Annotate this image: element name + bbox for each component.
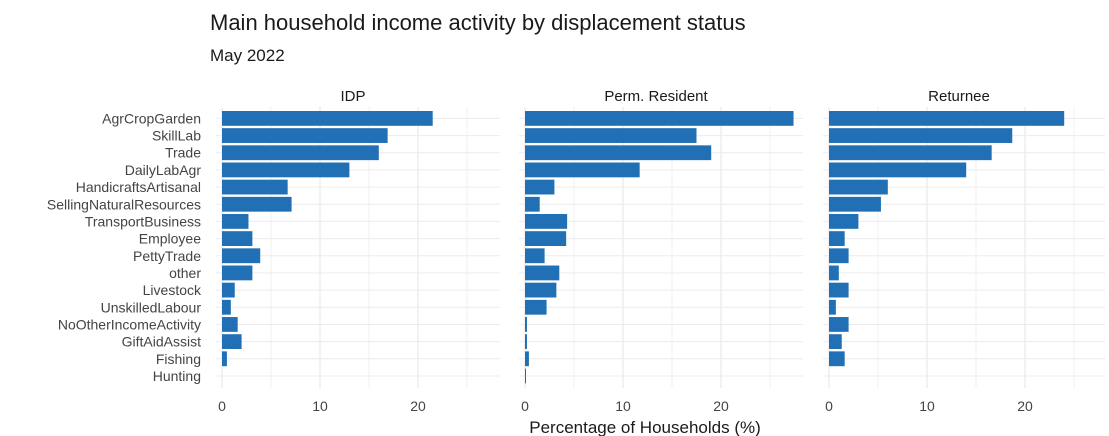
bar	[525, 145, 712, 161]
x-tick-label: 20	[713, 398, 729, 414]
bar	[829, 214, 859, 229]
bar	[222, 145, 379, 161]
bar	[222, 282, 235, 298]
bar	[222, 179, 288, 195]
bar	[525, 334, 527, 350]
bar	[829, 196, 881, 212]
category-label: HandicraftsArtisanal	[76, 179, 201, 195]
bar	[829, 248, 849, 264]
bar	[222, 111, 433, 126]
x-axis-title: Percentage of Households (%)	[529, 418, 761, 436]
bar	[525, 214, 568, 229]
category-label: GiftAidAssist	[122, 334, 201, 350]
bar	[525, 248, 545, 264]
bar	[829, 265, 839, 281]
bar	[222, 317, 238, 332]
bar	[222, 299, 231, 315]
category-label: DailyLabAgr	[125, 162, 202, 178]
category-label: other	[169, 265, 201, 281]
bar	[829, 179, 888, 195]
x-tick-label: 20	[410, 398, 426, 414]
facet-label: Returnee	[928, 88, 990, 105]
bar	[525, 317, 527, 332]
category-label: UnskilledLabour	[101, 299, 202, 315]
bar	[222, 351, 227, 367]
bar	[829, 317, 849, 332]
bar	[829, 145, 992, 161]
bar	[222, 265, 253, 281]
bar	[525, 299, 547, 315]
category-label: NoOtherIncomeActivity	[58, 316, 201, 332]
bar	[829, 282, 849, 298]
bar	[525, 128, 697, 143]
bar	[829, 231, 845, 246]
bar	[222, 334, 242, 350]
facet-perm-resident: Perm. Resident 0 10 20	[519, 88, 803, 414]
category-label: AgrCropGarden	[102, 110, 201, 126]
category-label: Fishing	[156, 351, 201, 367]
category-label: Hunting	[153, 368, 201, 384]
facet-label: Perm. Resident	[604, 88, 708, 105]
x-tick-label: 20	[1017, 398, 1033, 414]
bar	[829, 351, 845, 367]
x-tick-label: 0	[218, 398, 226, 414]
bar	[829, 162, 967, 178]
bar	[525, 196, 540, 212]
bar	[222, 231, 253, 246]
bar	[525, 265, 560, 281]
x-tick-label: 10	[615, 398, 631, 414]
bar	[829, 111, 1065, 126]
category-label: Employee	[139, 231, 201, 247]
bar	[525, 162, 640, 178]
category-label: SellingNaturalResources	[47, 196, 201, 212]
category-label: PettyTrade	[133, 248, 201, 264]
x-tick-label: 0	[521, 398, 529, 414]
bar	[829, 128, 1013, 143]
chart-subtitle: May 2022	[210, 46, 285, 65]
bar	[222, 128, 388, 143]
bar	[829, 334, 842, 350]
bar	[525, 368, 526, 384]
category-label: Trade	[165, 145, 201, 161]
bar	[222, 248, 261, 264]
bar	[222, 196, 292, 212]
bar	[525, 282, 557, 298]
x-tick-label: 10	[312, 398, 328, 414]
facet-label: IDP	[340, 88, 365, 105]
bar	[829, 299, 836, 315]
bar	[525, 111, 794, 126]
category-label: SkillLab	[152, 128, 201, 144]
x-tick-label: 0	[825, 398, 833, 414]
bar	[222, 162, 350, 178]
bar	[525, 231, 567, 246]
category-label: Livestock	[143, 282, 202, 298]
x-tick-label: 10	[919, 398, 935, 414]
chart-title: Main household income activity by displa…	[210, 10, 746, 35]
category-label: TransportBusiness	[85, 213, 201, 229]
facet-returnee: Returnee 0 10 20	[823, 88, 1105, 414]
bar	[525, 179, 555, 195]
facet-idp: IDP 0 10 20	[216, 88, 500, 414]
bar	[222, 214, 249, 229]
bar	[525, 351, 529, 367]
